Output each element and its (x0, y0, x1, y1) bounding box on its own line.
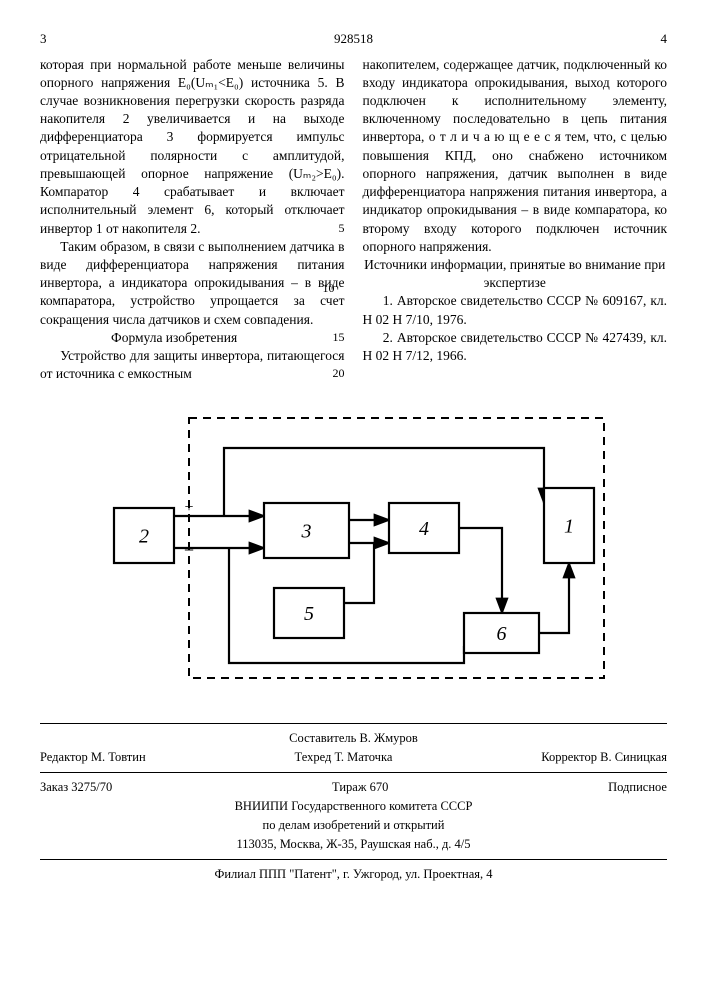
editor: Редактор М. Товтин (40, 749, 146, 766)
svg-text:2: 2 (139, 526, 149, 548)
svg-text:6: 6 (496, 623, 506, 645)
svg-text:5: 5 (304, 603, 314, 625)
block-diagram: 2 3 4 5 6 1 + − (94, 408, 614, 688)
org-line: по делам изобретений и открытий (40, 817, 667, 834)
doc-number: 928518 (334, 30, 373, 48)
footer: Составитель В. Жмуров Редактор М. Товтин… (40, 723, 667, 882)
compositor: Составитель В. Жмуров (40, 730, 667, 747)
sources-title: Источники информации, принятые во вниман… (363, 256, 668, 292)
svg-text:+: + (184, 499, 193, 516)
para: Таким образом, в связи с выполнением дат… (40, 238, 345, 329)
address: 113035, Москва, Ж-35, Раушская наб., д. … (40, 836, 667, 853)
formula-title: Формула изобретения (40, 329, 345, 347)
order-num: Заказ 3275/70 (40, 779, 112, 796)
page-num-right: 4 (661, 30, 668, 48)
tirage: Тираж 670 (332, 779, 388, 796)
subscription: Подписное (608, 779, 667, 796)
svg-text:−: − (183, 540, 193, 560)
page-header: 3 928518 4 (40, 30, 667, 48)
line-num: 5 (339, 220, 345, 236)
right-column: накопителем, содержащее датчик, подключе… (363, 56, 668, 384)
techred: Техред Т. Маточка (295, 749, 393, 766)
page-num-left: 3 (40, 30, 47, 48)
line-num: 10 (323, 280, 335, 296)
org-line: ВНИИПИ Государственного комитета СССР (40, 798, 667, 815)
svg-text:4: 4 (419, 518, 429, 540)
svg-text:1: 1 (564, 516, 574, 538)
para: накопителем, содержащее датчик, подключе… (363, 56, 668, 256)
filial: Филиал ППП "Патент", г. Ужгород, ул. Про… (40, 866, 667, 883)
left-column: которая при нормальной работе меньше вел… (40, 56, 345, 384)
text-columns: которая при нормальной работе меньше вел… (40, 56, 667, 384)
svg-text:3: 3 (300, 521, 311, 543)
para: которая при нормальной работе меньше вел… (40, 56, 345, 238)
reference: 1. Авторское свидетельство СССР № 609167… (363, 292, 668, 328)
reference: 2. Авторское свидетельство СССР № 427439… (363, 329, 668, 365)
line-num: 20 (312, 365, 344, 381)
line-num: 15 (312, 329, 344, 345)
para: Устройство для защиты инвертора, питающе… (40, 347, 345, 383)
corrector: Корректор В. Синицкая (541, 749, 667, 766)
